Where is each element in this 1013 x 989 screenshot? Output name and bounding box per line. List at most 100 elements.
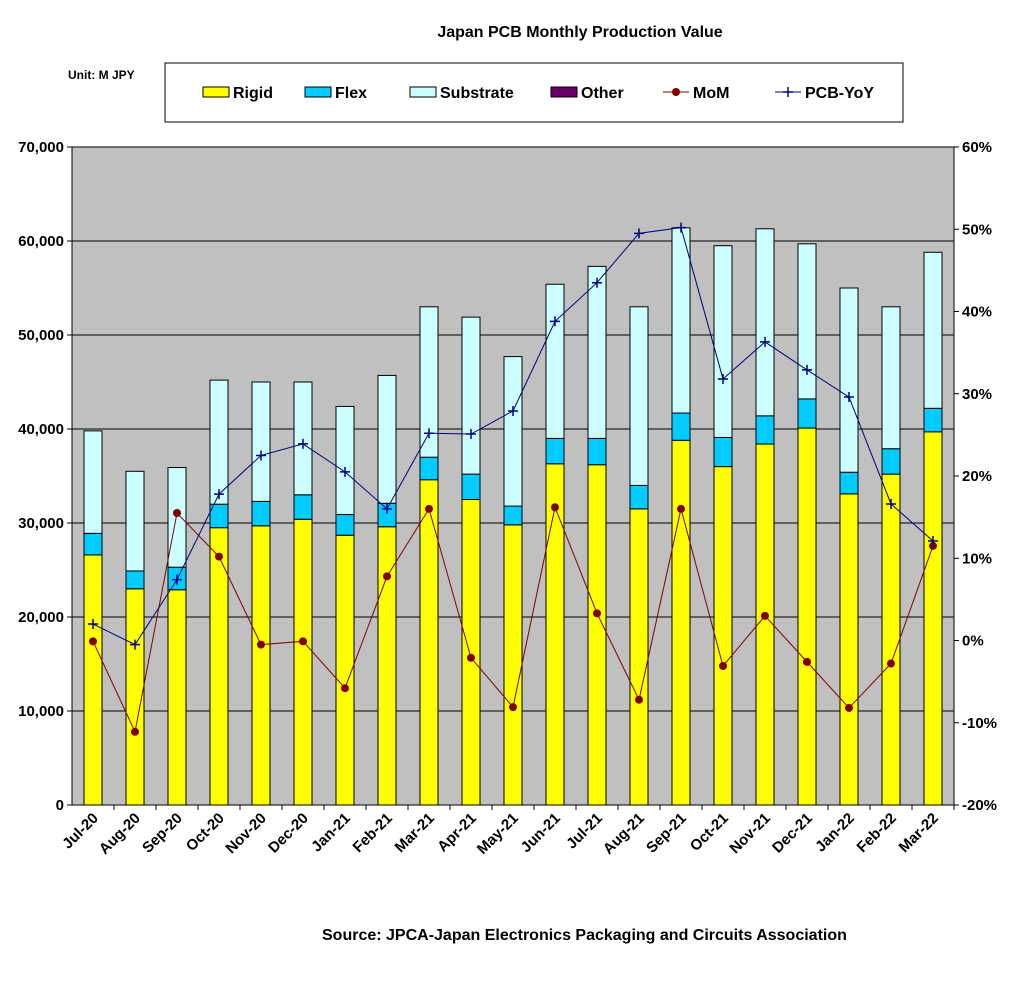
y-right-tick-label: -20% xyxy=(962,797,997,814)
legend-swatch-flex xyxy=(304,86,332,98)
x-tick-label: Nov-21 xyxy=(726,810,773,857)
point-pcb-yoy xyxy=(298,438,308,449)
x-tick-label: Oct-20 xyxy=(183,810,228,855)
bar-rigid xyxy=(251,525,271,806)
legend-marker xyxy=(783,87,793,97)
x-tick-label: Feb-22 xyxy=(854,810,900,856)
bar-substrate xyxy=(167,467,187,568)
bar-substrate xyxy=(503,356,523,507)
x-tick-label: Dec-21 xyxy=(769,810,816,857)
x-tick-label: Mar-21 xyxy=(392,810,438,856)
bar-rigid xyxy=(587,464,607,806)
point-pcb-yoy xyxy=(676,222,686,233)
bar-rigid xyxy=(923,431,943,806)
point-pcb-yoy xyxy=(718,373,728,384)
bar-flex xyxy=(839,471,859,495)
point-mom xyxy=(299,637,307,646)
x-tick-label: Feb-21 xyxy=(350,810,396,856)
bar-rigid xyxy=(881,473,901,806)
point-pcb-yoy xyxy=(130,639,140,650)
point-pcb-yoy xyxy=(634,228,644,239)
bar-rigid xyxy=(377,526,397,806)
bar-rigid xyxy=(755,443,775,806)
point-pcb-yoy xyxy=(592,277,602,288)
point-pcb-yoy xyxy=(928,535,938,546)
bar-rigid xyxy=(629,508,649,806)
bar-flex xyxy=(251,500,271,527)
y-left-tick-label: 50,000 xyxy=(18,327,64,344)
bar-substrate xyxy=(797,243,817,400)
bar-flex xyxy=(419,456,439,481)
point-mom xyxy=(677,504,685,513)
point-mom xyxy=(383,572,391,581)
x-tick-label: Jun-21 xyxy=(518,810,564,856)
point-mom xyxy=(551,503,559,512)
bar-substrate xyxy=(755,228,775,417)
x-tick-label: Mar-22 xyxy=(896,810,942,856)
x-tick-label: Sep-20 xyxy=(139,810,186,857)
point-pcb-yoy xyxy=(844,392,854,403)
x-tick-label: Jan-21 xyxy=(308,810,354,856)
point-mom xyxy=(131,727,139,736)
legend-label: MoM xyxy=(693,85,729,102)
bar-rigid xyxy=(839,493,859,806)
bar-substrate xyxy=(293,381,313,496)
bar-substrate xyxy=(587,265,607,439)
bar-flex xyxy=(671,412,691,441)
bar-flex xyxy=(503,505,523,526)
bar-substrate xyxy=(419,306,439,458)
bar-substrate xyxy=(251,381,271,502)
point-pcb-yoy xyxy=(802,364,812,375)
point-mom xyxy=(173,509,181,518)
y-right-tick-label: 40% xyxy=(962,304,992,321)
bar-flex xyxy=(293,494,313,520)
point-mom xyxy=(593,609,601,618)
point-pcb-yoy xyxy=(760,336,770,347)
bar-flex xyxy=(335,514,355,536)
x-tick-label: Sep-21 xyxy=(643,810,690,857)
x-tick-label: Aug-20 xyxy=(96,810,144,858)
bar-rigid xyxy=(461,499,481,806)
bar-flex xyxy=(755,415,775,445)
point-mom xyxy=(425,504,433,513)
bar-rigid xyxy=(293,518,313,806)
y-right-tick-label: 10% xyxy=(962,550,992,567)
bar-substrate xyxy=(377,374,397,504)
y-left-tick-label: 10,000 xyxy=(18,703,64,720)
point-mom xyxy=(341,684,349,693)
point-mom xyxy=(257,640,265,649)
y-right-tick-label: 20% xyxy=(962,468,992,485)
bar-substrate xyxy=(629,306,649,486)
point-pcb-yoy xyxy=(550,316,560,327)
source-note: Source: JPCA-Japan Electronics Packaging… xyxy=(322,927,847,944)
bar-substrate xyxy=(881,306,901,450)
bar-substrate xyxy=(83,430,103,534)
bar-rigid xyxy=(503,524,523,806)
y-left-tick-label: 0 xyxy=(56,797,64,814)
point-mom xyxy=(467,653,475,662)
point-pcb-yoy xyxy=(256,450,266,461)
y-right-tick-label: 0% xyxy=(962,633,984,650)
x-tick-label: Apr-21 xyxy=(434,810,480,856)
point-mom xyxy=(887,659,895,668)
y-left-tick-label: 30,000 xyxy=(18,515,64,532)
legend-swatch-substrate xyxy=(409,86,437,98)
bar-rigid xyxy=(671,439,691,806)
bar-flex xyxy=(713,436,733,468)
point-pcb-yoy xyxy=(886,498,896,509)
legend-label: Substrate xyxy=(440,85,514,102)
bar-substrate xyxy=(125,470,145,572)
bar-flex xyxy=(125,570,145,590)
legend-label: Rigid xyxy=(233,85,273,102)
chart-title: Japan PCB Monthly Production Value xyxy=(437,24,722,41)
legend-label: Other xyxy=(581,85,624,102)
bar-substrate xyxy=(923,251,943,409)
point-pcb-yoy xyxy=(172,574,182,585)
point-mom xyxy=(719,661,727,670)
point-mom xyxy=(803,657,811,666)
point-pcb-yoy xyxy=(424,428,434,439)
point-pcb-yoy xyxy=(382,503,392,514)
point-pcb-yoy xyxy=(466,429,476,440)
x-tick-label: May-21 xyxy=(474,810,522,858)
y-left-tick-label: 40,000 xyxy=(18,421,64,438)
